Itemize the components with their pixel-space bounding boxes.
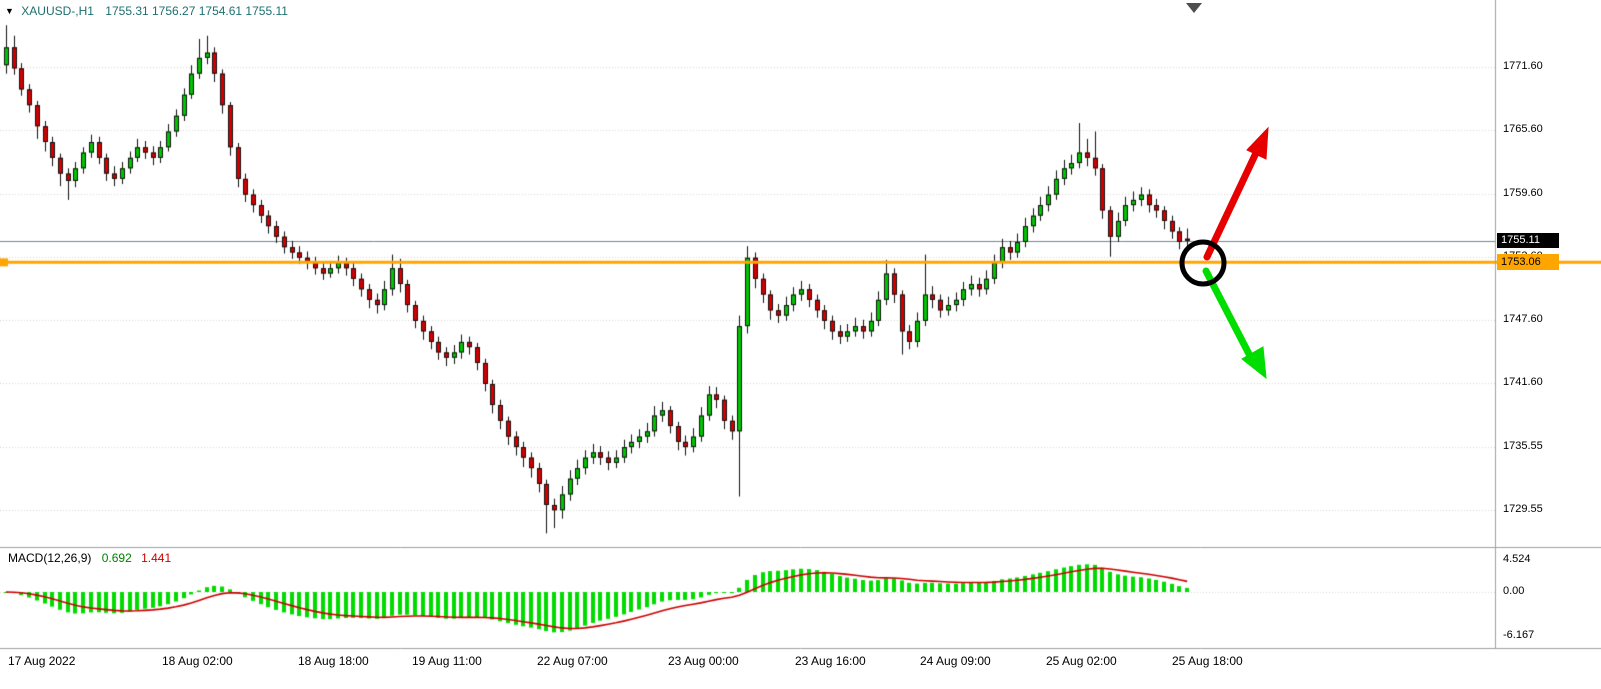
- time-tick-label: 17 Aug 2022: [8, 654, 76, 668]
- time-tick-label: 18 Aug 02:00: [162, 654, 233, 668]
- indicator-label: MACD(12,26,9) 0.692 1.441: [8, 551, 171, 565]
- indicator-tick-label: -6.167: [1503, 628, 1535, 641]
- price-tick-label: 1735.55: [1503, 439, 1543, 452]
- chart-title: ▼ XAUUSD-,H1 1755.31 1756.27 1754.61 175…: [5, 4, 288, 18]
- price-tick-label: 1747.60: [1503, 312, 1543, 325]
- price-tick-label: 1771.60: [1503, 60, 1543, 73]
- time-tick-label: 23 Aug 16:00: [795, 654, 866, 668]
- trendline-price-box[interactable]: 1753.06: [1497, 254, 1559, 271]
- indicator-name: MACD(12,26,9): [8, 551, 92, 565]
- time-tick-label: 23 Aug 00:00: [668, 654, 739, 668]
- price-tick-label: 1729.55: [1503, 502, 1543, 515]
- indicator-tick-label: 4.524: [1503, 552, 1531, 565]
- time-tick-label: 19 Aug 11:00: [412, 654, 482, 668]
- symbol-timeframe-label: XAUUSD-,H1: [21, 4, 94, 18]
- time-tick-label: 24 Aug 09:00: [920, 654, 991, 668]
- chart-shift-marker-icon[interactable]: [1186, 3, 1202, 13]
- indicator-signal-value: 1.441: [141, 551, 172, 565]
- price-tick-label: 1765.60: [1503, 123, 1543, 136]
- time-tick-label: 25 Aug 18:00: [1172, 654, 1243, 668]
- indicator-tick-label: 0.00: [1503, 585, 1525, 597]
- price-tick-label: 1759.60: [1503, 186, 1543, 199]
- ohlc-values: 1755.31 1756.27 1754.61 1755.11: [105, 4, 288, 18]
- bid-price-box: 1755.11: [1497, 232, 1559, 248]
- time-tick-label: 25 Aug 02:00: [1046, 654, 1117, 668]
- indicator-main-value: 0.692: [101, 551, 132, 565]
- symbol-marker-icon: ▼: [5, 6, 14, 16]
- time-tick-label: 18 Aug 18:00: [298, 654, 369, 668]
- time-tick-label: 22 Aug 07:00: [537, 654, 608, 668]
- price-tick-label: 1741.60: [1503, 375, 1543, 388]
